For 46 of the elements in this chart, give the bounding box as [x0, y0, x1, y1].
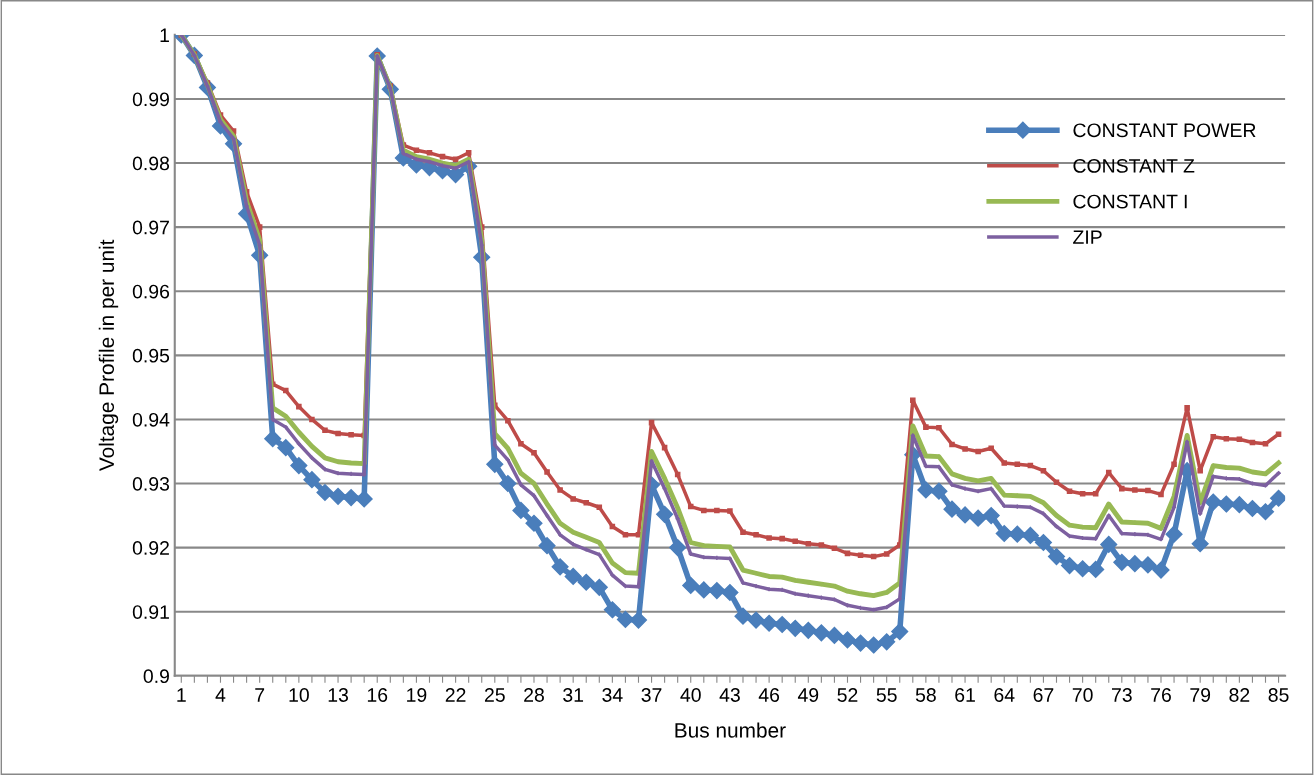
y-tick-label: 0.95	[132, 348, 170, 363]
x-tick-label: 31	[563, 688, 584, 702]
x-tick-label: 61	[955, 688, 975, 702]
x-tick-label: 37	[641, 688, 662, 702]
x-tick-label: 73	[1111, 688, 1132, 702]
x-tick-label: 28	[524, 688, 544, 702]
y-tick-label: 0.91	[132, 605, 169, 619]
x-tick-label: 25	[484, 688, 505, 702]
x-tick-label: 7	[255, 688, 265, 702]
x-tick-label: 1	[177, 688, 186, 702]
y-tick-label: 1	[160, 28, 169, 42]
legend-label: CONSTANT POWER	[1073, 123, 1256, 138]
y-tick-label: 0.99	[132, 92, 169, 107]
y-tick-label: 0.9	[143, 669, 169, 684]
x-tick-label: 22	[445, 688, 466, 702]
x-tick-label: 55	[876, 688, 897, 702]
x-tick-label: 70	[1072, 688, 1093, 702]
x-tick-label: 40	[680, 688, 701, 702]
x-axis-title: Bus number	[675, 722, 786, 738]
x-tick-label: 4	[215, 688, 226, 702]
x-tick-label: 10	[289, 688, 309, 702]
y-axis-title: Voltage Profile in per unit	[98, 239, 119, 472]
x-tick-label: 19	[407, 688, 427, 702]
x-tick-label: 58	[915, 688, 936, 702]
x-tick-label: 43	[719, 688, 740, 702]
x-tick-label: 82	[1229, 688, 1250, 702]
y-tick-label: 0.97	[132, 220, 169, 235]
x-tick-label: 13	[328, 688, 349, 702]
y-tick-label: 0.92	[132, 541, 169, 555]
y-tick-label: 0.94	[132, 412, 170, 427]
x-tick-label: 16	[367, 688, 388, 702]
y-tick-label: 0.96	[132, 284, 170, 299]
x-tick-label: 79	[1190, 688, 1211, 702]
x-tick-label: 85	[1268, 688, 1289, 702]
x-tick-label: 67	[1033, 688, 1054, 702]
x-tick-label: 49	[797, 688, 819, 702]
x-tick-label: 34	[602, 688, 623, 702]
legend-label: ZIP	[1073, 230, 1102, 244]
legend-label: CONSTANT I	[1073, 194, 1187, 209]
y-tick-label: 0.98	[132, 156, 170, 171]
x-tick-label: 46	[758, 688, 780, 702]
legend-label: CONSTANT Z	[1073, 159, 1195, 173]
x-tick-label: 52	[837, 688, 858, 702]
y-tick-label: 0.93	[132, 476, 170, 491]
x-tick-label: 64	[994, 688, 1015, 702]
x-tick-label: 76	[1151, 688, 1171, 702]
